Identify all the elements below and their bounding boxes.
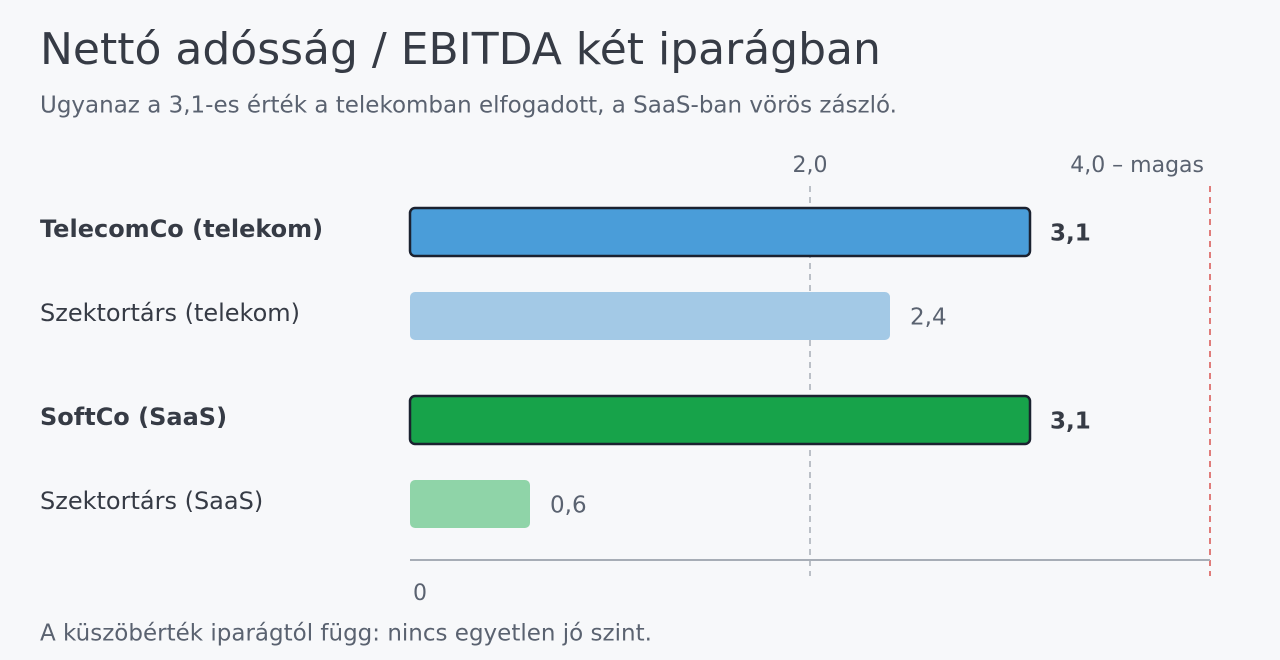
category-label: TelecomCo (telekom) xyxy=(40,215,323,243)
chart-title: Nettó adósság / EBITDA két iparágban xyxy=(40,24,881,75)
x-tick-label: 4,0 – magas xyxy=(1070,153,1204,178)
bar xyxy=(410,292,890,340)
x-tick-label: 0 xyxy=(413,581,427,606)
value-label: 2,4 xyxy=(910,305,947,331)
category-label: Szektortárs (telekom) xyxy=(40,299,300,327)
chart-subtitle: Ugyanaz a 3,1-es érték a telekomban elfo… xyxy=(40,93,897,119)
category-label: SoftCo (SaaS) xyxy=(40,403,227,431)
bar xyxy=(410,480,530,528)
bar xyxy=(408,206,1032,258)
chart-note: A küszöbérték iparágtól függ: nincs egye… xyxy=(40,621,652,647)
value-label: 3,1 xyxy=(1050,221,1091,247)
category-label: Szektortárs (SaaS) xyxy=(40,487,263,515)
value-label: 3,1 xyxy=(1050,409,1091,435)
x-tick-label: 2,0 xyxy=(793,153,828,178)
value-label: 0,6 xyxy=(550,493,587,519)
bar xyxy=(408,394,1032,446)
